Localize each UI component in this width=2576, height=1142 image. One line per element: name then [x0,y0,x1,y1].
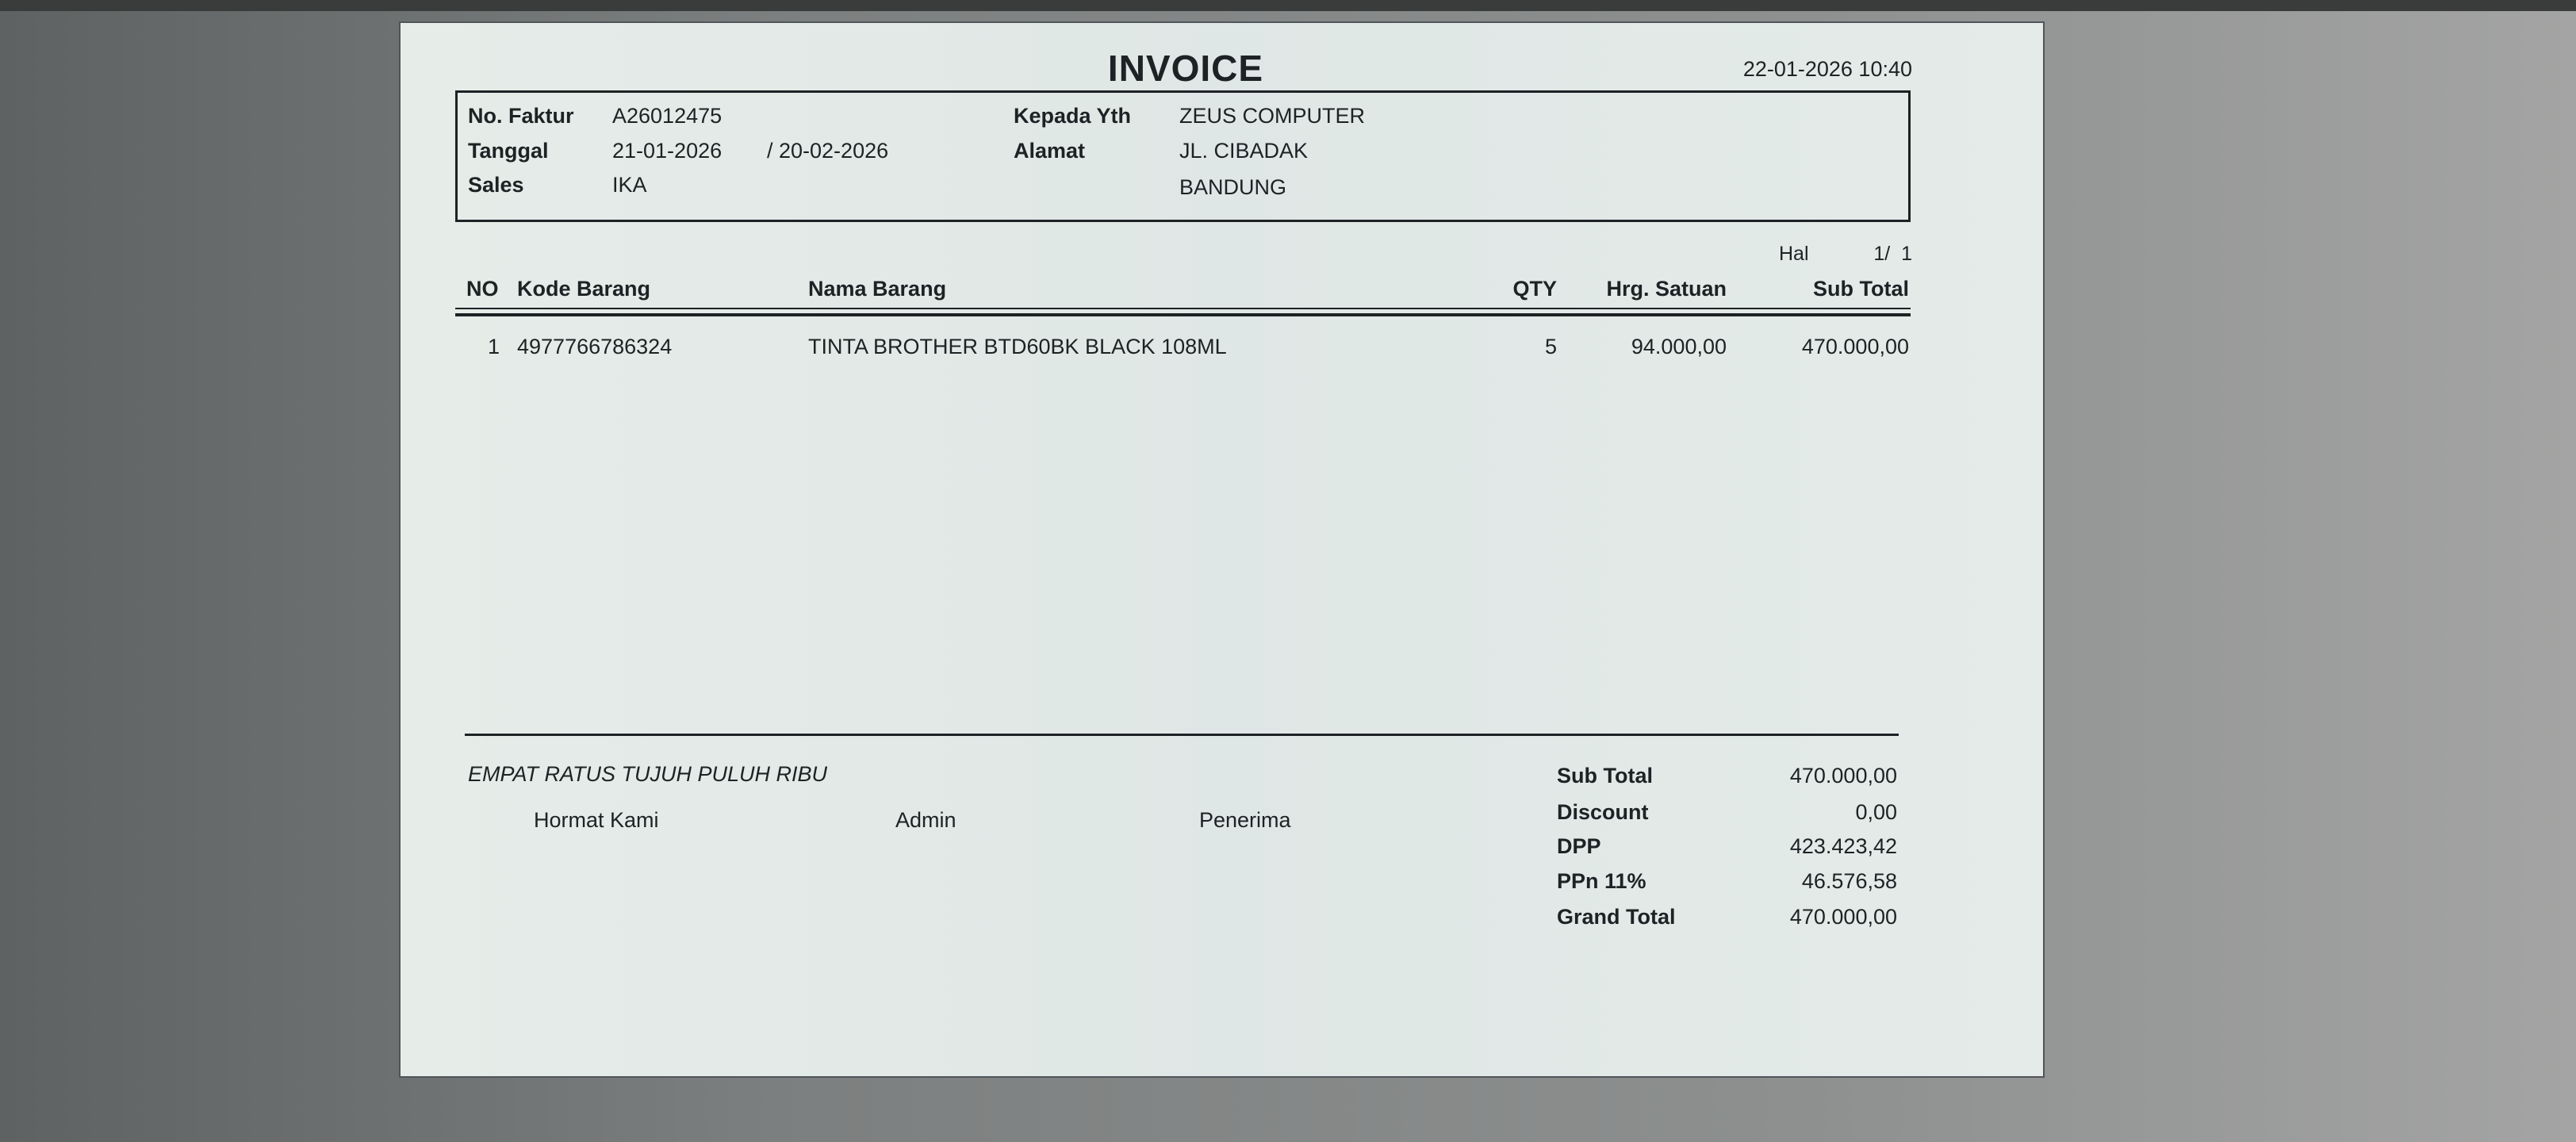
header-kode-barang: Kode Barang [517,277,651,301]
sales-label: Sales [468,173,524,197]
discount-label: Discount [1557,800,1649,824]
tanggal-value: 21-01-2026 [612,139,723,163]
header-nama-barang: Nama Barang [808,277,947,301]
alamat-line-1: JL. CIBADAK [1179,139,1309,163]
row-sub-total: 470.000,00 [1801,335,1909,358]
printed-datetime: 22-01-2026 10:40 [1742,57,1912,81]
amount-in-words: EMPAT RATUS TUJUH PULUH RIBU [468,762,828,786]
header-sub-total: Sub Total [1813,277,1909,301]
subtotal-value: 470.000,00 [1789,764,1897,788]
row-harga-satuan: 94.000,00 [1631,335,1727,358]
header-harga-satuan: Hrg. Satuan [1606,277,1727,301]
header-qty: QTY [1512,277,1557,301]
row-no: 1 [487,335,500,358]
row-kode-barang: 4977766786324 [517,335,673,358]
hormat-kami-label: Hormat Kami [534,808,659,832]
admin-label: Admin [895,808,956,832]
dpp-label: DPP [1557,834,1601,858]
grand-total-label: Grand Total [1557,905,1676,929]
penerima-label: Penerima [1199,808,1291,832]
discount-value: 0,00 [1855,800,1897,824]
subtotal-label: Sub Total [1557,764,1653,788]
ppn-value: 46.576,58 [1801,869,1897,893]
header-rule-top [455,308,1911,309]
footer-rule [465,734,1899,736]
invoice-page: INVOICE 22-01-2026 10:40 No. Faktur A260… [401,23,2043,1076]
page-label: Hal [1779,243,1809,265]
screen-top-edge [0,0,2576,11]
row-nama-barang: TINTA BROTHER BTD60BK BLACK 108ML [808,335,1227,358]
header-rule-bottom [455,313,1911,316]
no-faktur-value: A26012475 [612,104,723,128]
dpp-value: 423.423,42 [1789,834,1897,858]
ppn-label: PPn 11% [1557,869,1646,893]
alamat-label: Alamat [1014,139,1086,163]
invoice-title: INVOICE [1107,48,1264,89]
tanggal-label: Tanggal [468,139,549,163]
kepada-value: ZEUS COMPUTER [1179,104,1366,128]
grand-total-value: 470.000,00 [1789,905,1897,929]
due-date-value: / 20-02-2026 [767,139,889,163]
page-number: 1/ 1 [1873,243,1912,265]
no-faktur-label: No. Faktur [468,104,574,128]
kepada-label: Kepada Yth [1014,104,1132,128]
row-qty: 5 [1544,335,1557,358]
alamat-line-2: BANDUNG [1179,175,1287,199]
header-no: NO [466,277,499,301]
sales-value: IKA [612,173,647,197]
invoice-header-box [455,90,1911,222]
